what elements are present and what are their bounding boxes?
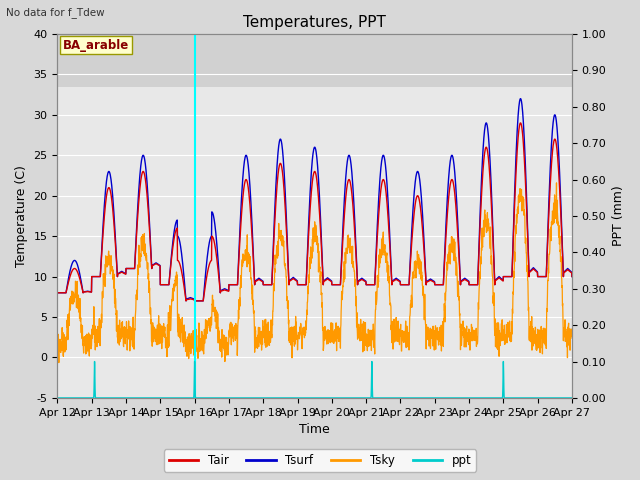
X-axis label: Time: Time (300, 423, 330, 436)
Y-axis label: PPT (mm): PPT (mm) (612, 186, 625, 246)
Y-axis label: Temperature (C): Temperature (C) (15, 165, 28, 267)
Text: No data for f_Tdew: No data for f_Tdew (6, 7, 105, 18)
Legend: Tair, Tsurf, Tsky, ppt: Tair, Tsurf, Tsky, ppt (164, 449, 476, 472)
Text: BA_arable: BA_arable (63, 38, 129, 51)
Title: Temperatures, PPT: Temperatures, PPT (243, 15, 386, 30)
Bar (58, 34, 572, 86)
